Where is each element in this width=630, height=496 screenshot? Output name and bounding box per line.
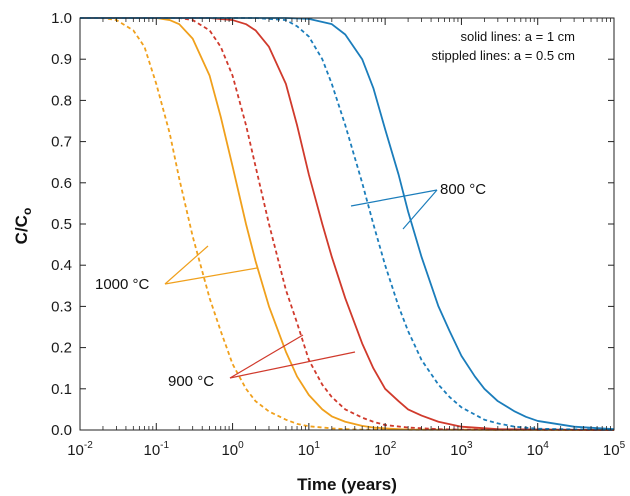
y-tick-label: 0.6: [51, 175, 72, 192]
series-line: [80, 17, 615, 431]
y-axis-title: C/Co: [12, 208, 34, 245]
callout-leader: [402, 189, 438, 230]
x-tick-label: 102: [374, 440, 397, 459]
y-tick-label: 0.3: [51, 298, 72, 315]
x-tick-label: 104: [527, 440, 550, 459]
series-lines: [80, 17, 615, 431]
series-line: [80, 17, 615, 431]
y-tick-label: 1.0: [51, 10, 72, 27]
callout-leader: [350, 189, 438, 207]
series-line: [80, 17, 615, 431]
callouts: 800 °C 900 °C 1000 °C: [95, 181, 486, 390]
callout-leader: [164, 267, 258, 285]
callout-label: 1000 °C: [95, 276, 150, 293]
callout-leader: [164, 245, 209, 285]
x-tick-label: 103: [450, 440, 473, 459]
axes: 0.0 0.1 0.2 0.3 0.4 0.5 0.6 0.7 0.8 0.9 1.0 10-2 10-…: [51, 10, 625, 459]
x-tick-label: 10-1: [143, 440, 169, 459]
x-tick-label: 100: [221, 440, 244, 459]
callout-leader: [229, 351, 356, 379]
note-solid-lines: solid lines: a = 1 cm: [460, 29, 575, 44]
y-tick-label: 0.4: [51, 257, 72, 274]
y-tick-label: 0.0: [51, 422, 72, 439]
callout-leader: [229, 334, 304, 379]
y-axis-title-subscript: o: [20, 208, 34, 215]
y-axis-title-main: C/C: [12, 215, 31, 244]
y-tick-label: 0.2: [51, 340, 72, 357]
y-tick-label: 0.9: [51, 51, 72, 68]
y-tick-label: 0.1: [51, 381, 72, 398]
plot-frame: [79, 17, 615, 431]
y-tick-label: 0.7: [51, 134, 72, 151]
callout-label: 800 °C: [440, 181, 486, 198]
series-line: [80, 17, 615, 431]
x-tick-label: 105: [603, 440, 626, 459]
x-tick-label: 101: [298, 440, 321, 459]
note-stippled-lines: stippled lines: a = 0.5 cm: [432, 48, 575, 63]
y-tick-label: 0.5: [51, 216, 72, 233]
y-tick-label: 0.8: [51, 92, 72, 109]
x-axis-title: Time (years): [297, 475, 397, 494]
series-line: [80, 17, 615, 431]
series-line: [80, 17, 615, 431]
callout-label: 900 °C: [168, 373, 214, 390]
x-tick-label: 10-2: [67, 440, 93, 459]
